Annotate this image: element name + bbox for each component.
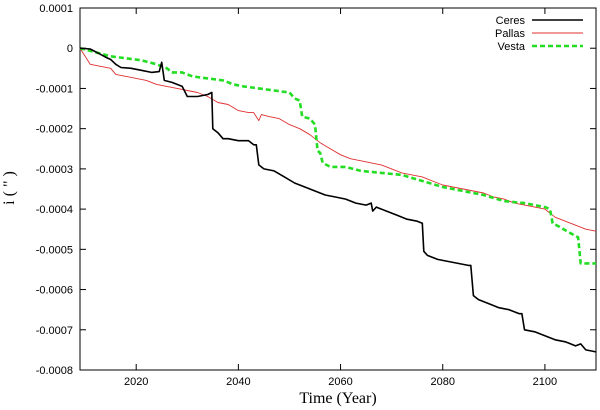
x-tick-label: 2020 <box>124 376 148 388</box>
series-line-vesta <box>79 46 596 265</box>
x-tick-label: 2080 <box>430 376 454 388</box>
x-axis-title: Time (Year) <box>299 390 376 407</box>
y-tick-label: -0.0002 <box>36 124 73 136</box>
series-line-ceres <box>79 47 597 353</box>
legend-label-ceres: Ceres <box>496 15 526 27</box>
y-tick-label: 0 <box>67 43 73 55</box>
y-tick-label: -0.0004 <box>36 204 73 216</box>
legend-label-vesta: Vesta <box>497 41 525 53</box>
series-layer <box>79 46 597 353</box>
legend-label-pallas: Pallas <box>495 28 525 40</box>
series-line-pallas <box>79 47 597 232</box>
y-tick-label: -0.0005 <box>36 244 73 256</box>
y-tick-label: 0.0001 <box>39 3 73 15</box>
y-axis-title: i ( " ) <box>1 171 18 205</box>
y-tick-label: -0.0001 <box>36 83 73 95</box>
y-tick-label: -0.0006 <box>36 285 73 297</box>
y-tick-label: -0.0007 <box>36 325 73 337</box>
legend: Ceres Pallas Vesta <box>495 15 583 53</box>
x-tick-label: 2060 <box>328 376 352 388</box>
x-axis: 2020 2040 2060 2080 2100 <box>124 8 557 388</box>
x-tick-label: 2040 <box>226 376 250 388</box>
plot-frame <box>79 7 597 371</box>
y-tick-label: -0.0008 <box>36 365 73 377</box>
y-tick-label: -0.0003 <box>36 164 73 176</box>
x-tick-label: 2100 <box>533 376 557 388</box>
y-axis: 0.0001 0 -0.0001 -0.0002 -0.0003 -0.0004 -0.00… <box>36 3 596 377</box>
